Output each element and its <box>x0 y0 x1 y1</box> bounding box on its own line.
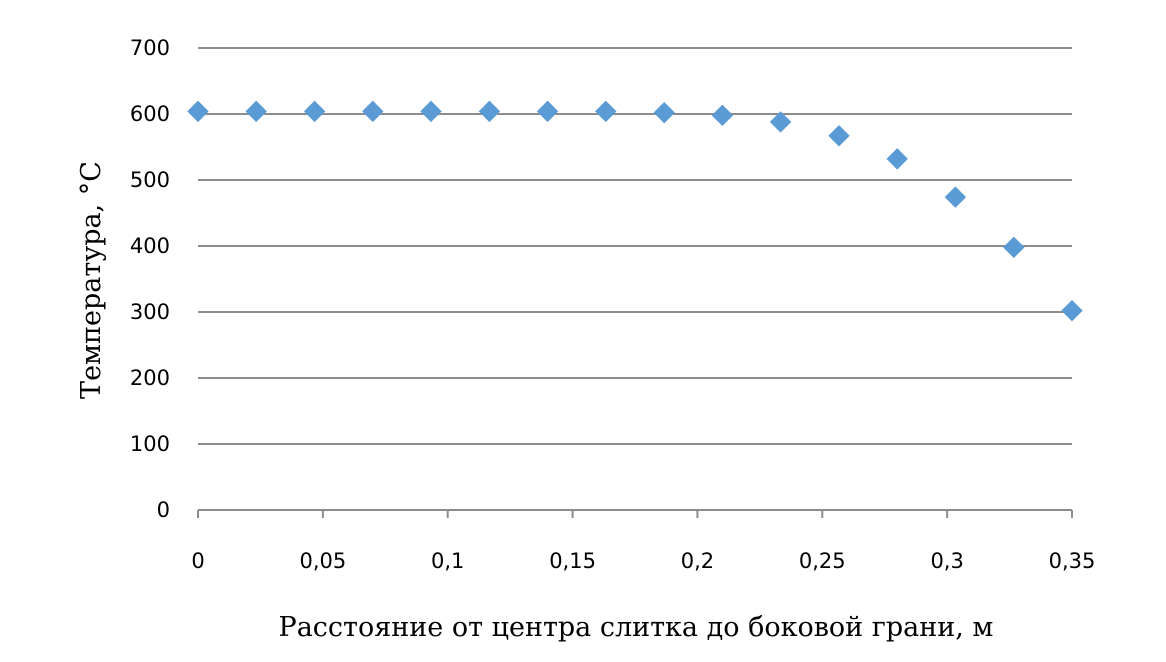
x-tick-label: 0,35 <box>1049 549 1096 573</box>
y-tick-label: 100 <box>130 432 170 456</box>
x-tick-label: 0,05 <box>299 549 346 573</box>
x-tick-label: 0,2 <box>681 549 714 573</box>
data-point <box>420 100 442 123</box>
x-tick-label: 0,1 <box>431 549 464 573</box>
data-point <box>711 104 734 127</box>
y-tick-label: 500 <box>130 168 170 192</box>
data-points <box>187 100 1083 322</box>
x-tick-label: 0,25 <box>799 549 846 573</box>
x-axis-title: Расстояние от центра слитка до боковой г… <box>279 612 994 643</box>
data-point <box>828 125 850 147</box>
x-tick-label: 0 <box>191 549 204 573</box>
data-point <box>595 100 617 123</box>
data-point <box>536 100 559 123</box>
x-axis-ticks: 0 0,05 0,1 0,15 0,2 0,25 0,3 0,35 <box>191 510 1095 573</box>
data-point <box>886 148 908 170</box>
y-tick-label: 700 <box>130 36 170 60</box>
grid-lines <box>198 47 1072 445</box>
data-point <box>362 100 384 123</box>
y-tick-label: 300 <box>130 300 170 324</box>
y-tick-label: 0 <box>157 498 170 522</box>
y-axis-title: Температура, °С <box>76 161 107 399</box>
x-tick-label: 0,3 <box>930 549 963 573</box>
x-tick-label: 0,15 <box>549 549 596 573</box>
data-point <box>653 101 675 124</box>
data-point <box>303 100 326 123</box>
data-point <box>1003 236 1025 259</box>
data-point <box>245 100 267 123</box>
data-point <box>944 186 967 208</box>
data-point <box>1061 299 1083 322</box>
data-point <box>769 111 792 133</box>
y-tick-label: 600 <box>130 102 170 126</box>
data-point <box>478 100 501 123</box>
data-point <box>187 100 209 123</box>
y-tick-label: 400 <box>130 234 170 258</box>
y-axis-ticks: 0 100 200 300 400 500 600 700 <box>130 36 170 522</box>
y-tick-label: 200 <box>130 366 170 390</box>
